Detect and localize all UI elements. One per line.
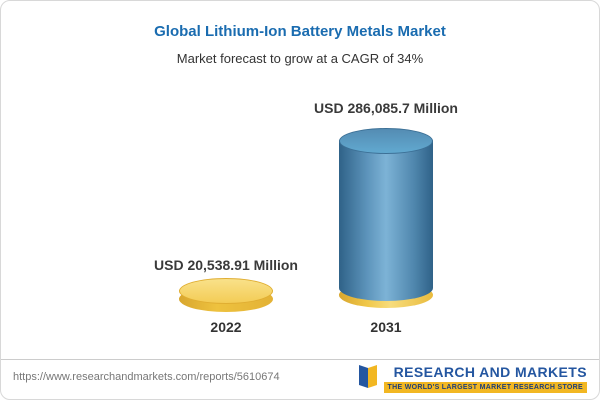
logo-text-block: RESEARCH AND MARKETS THE WORLD'S LARGEST… xyxy=(383,364,587,393)
axis-label-2022: 2022 xyxy=(210,319,242,335)
value-label-2031: USD 286,085.7 Million xyxy=(314,100,458,116)
report-url: https://www.researchandmarkets.com/repor… xyxy=(13,371,280,383)
bar-2031-top xyxy=(339,128,433,154)
logo-name: RESEARCH AND MARKETS xyxy=(393,364,587,380)
chart-subtitle: Market forecast to grow at a CAGR of 34% xyxy=(176,51,424,66)
chart-title: Global Lithium-Ion Battery Metals Market xyxy=(154,23,446,40)
axis-label-2031: 2031 xyxy=(370,319,402,335)
bar-2022-top xyxy=(179,278,273,304)
logo-flag-icon xyxy=(358,365,377,388)
bar-2031-cylinder xyxy=(339,128,433,310)
research-and-markets-logo: RESEARCH AND MARKETS THE WORLD'S LARGEST… xyxy=(357,364,587,393)
footer-divider xyxy=(1,359,599,360)
bar-2022-cylinder xyxy=(179,278,273,312)
bar-2031-body xyxy=(339,141,433,288)
value-label-2022: USD 20,538.91 Million xyxy=(154,257,298,273)
logo-tagline: THE WORLD'S LARGEST MARKET RESEARCH STOR… xyxy=(383,382,587,393)
